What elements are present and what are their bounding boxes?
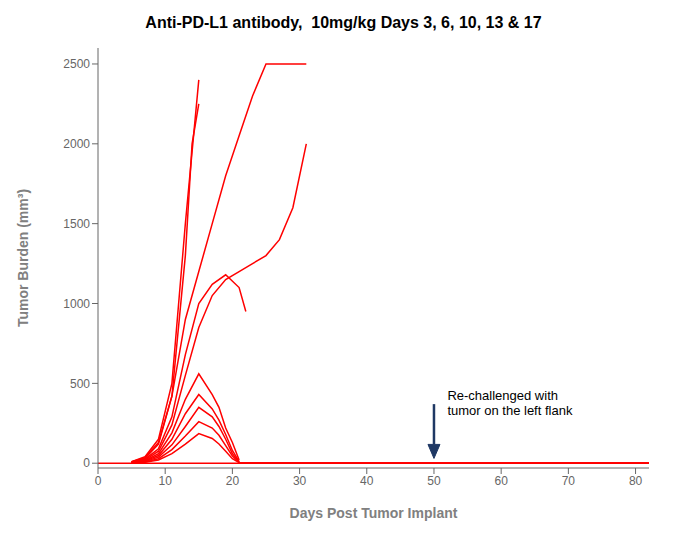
svg-text:1000: 1000 xyxy=(63,297,90,311)
svg-text:70: 70 xyxy=(562,474,576,488)
svg-text:Re-challenged withtumor on the: Re-challenged withtumor on the left flan… xyxy=(447,388,573,418)
svg-text:1500: 1500 xyxy=(63,217,90,231)
svg-text:20: 20 xyxy=(226,474,240,488)
svg-text:60: 60 xyxy=(494,474,508,488)
svg-text:10: 10 xyxy=(159,474,173,488)
svg-text:Tumor Burden (mm³): Tumor Burden (mm³) xyxy=(15,189,31,327)
svg-text:50: 50 xyxy=(427,474,441,488)
html-text:Anti-PD-L1 antibody, 10mg/kg D: Anti-PD-L1 antibody, 10mg/kg Days 3, 6, … xyxy=(145,14,542,31)
svg-text:80: 80 xyxy=(629,474,643,488)
svg-text:40: 40 xyxy=(360,474,374,488)
svg-text:500: 500 xyxy=(70,377,90,391)
svg-text:2000: 2000 xyxy=(63,137,90,151)
svg-text:0: 0 xyxy=(83,456,90,470)
svg-text:Days Post Tumor Implant: Days Post Tumor Implant xyxy=(290,505,458,521)
svg-text:0: 0 xyxy=(95,474,102,488)
svg-text:30: 30 xyxy=(293,474,307,488)
svg-text:2500: 2500 xyxy=(63,57,90,71)
